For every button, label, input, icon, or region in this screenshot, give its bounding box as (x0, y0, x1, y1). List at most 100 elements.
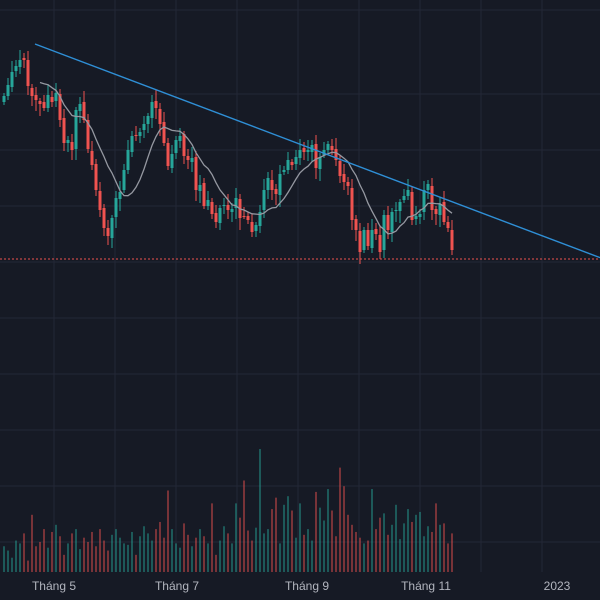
candle-body (306, 150, 310, 152)
volume-bar (363, 543, 365, 572)
candle-body (314, 144, 318, 168)
candle-body (106, 228, 110, 236)
volume-bar (387, 534, 389, 572)
volume-bar (179, 547, 181, 572)
volume-bar (63, 554, 65, 572)
overlay-layer (0, 43, 600, 260)
candle-body (14, 66, 18, 71)
volume-bar (199, 529, 201, 572)
volume-bar (343, 486, 345, 572)
candle-body (178, 136, 182, 141)
volume-bar (323, 520, 325, 572)
candle-body (346, 182, 350, 186)
volume-bar (119, 537, 121, 572)
candle-body (38, 101, 42, 104)
volume-bar (79, 549, 81, 572)
candle-body (54, 93, 58, 101)
candle-body (418, 214, 422, 217)
volume-bar (147, 533, 149, 572)
volume-bar (239, 517, 241, 572)
candle-body (198, 185, 202, 191)
candle-body (62, 118, 66, 143)
candle-body (46, 95, 50, 108)
volume-bar (307, 529, 309, 572)
volume-bar (435, 503, 437, 572)
volume-bar (383, 513, 385, 572)
candle-body (222, 205, 226, 206)
candle-body (18, 60, 22, 67)
volume-bar (223, 526, 225, 572)
candle-body (334, 149, 338, 160)
volume-bar (283, 504, 285, 572)
candle-body (374, 229, 378, 234)
volume-bar (111, 534, 113, 572)
candle-body (394, 210, 398, 211)
volume-bar (251, 540, 253, 572)
volume-bar (167, 490, 169, 572)
candle-body (282, 170, 286, 172)
volume-bar (127, 544, 129, 572)
candle-body (94, 164, 98, 190)
candle-body (434, 209, 438, 214)
candle-body (358, 231, 362, 252)
volume-bar (211, 503, 213, 572)
candle-body (234, 198, 238, 208)
volume-bar (311, 540, 313, 572)
volume-bar (379, 517, 381, 572)
candle-body (318, 157, 322, 169)
volume-bar (339, 467, 341, 572)
candle-body (206, 200, 210, 206)
volume-bar (247, 530, 249, 572)
volume-bar (107, 550, 109, 572)
candle-body (142, 124, 146, 130)
candle-body (26, 60, 30, 86)
candle-body (330, 146, 334, 150)
volume-bar (87, 541, 89, 572)
volume-bar (351, 524, 353, 572)
volume-bar (187, 534, 189, 572)
candle-body (430, 186, 434, 210)
candle-body (442, 202, 446, 222)
x-tick-label: Tháng 7 (155, 579, 199, 593)
volume-bar (235, 503, 237, 572)
volume-bar (439, 524, 441, 572)
candle-body (274, 189, 278, 194)
candle-body (382, 215, 386, 250)
candle-body (386, 215, 390, 230)
volume-bar (135, 554, 137, 572)
candle-body (98, 191, 102, 210)
candle-body (242, 216, 246, 217)
volume-bar (71, 533, 73, 572)
candle-body (286, 160, 290, 170)
candle-body (230, 209, 234, 212)
volume-bar (399, 539, 401, 572)
candle-body (226, 205, 230, 210)
volume-bar (407, 509, 409, 572)
volume-bar (23, 533, 25, 572)
candle-body (194, 157, 198, 190)
volume-bar (423, 536, 425, 572)
moving-average-line (39, 81, 453, 235)
volume-bar (99, 529, 101, 572)
candle-body (410, 192, 414, 220)
candle-body (2, 96, 6, 102)
volume-bar (331, 510, 333, 572)
volume-bar (267, 529, 269, 572)
volume-bar (131, 531, 133, 572)
volume-bar (287, 496, 289, 572)
candle-body (42, 102, 46, 108)
candle-body (50, 97, 54, 102)
candle-body (6, 85, 10, 96)
candle-body (170, 154, 174, 168)
volume-bar (151, 540, 153, 572)
candle-body (402, 196, 406, 200)
candle-body (58, 94, 62, 120)
volume-bar (227, 533, 229, 572)
volume-bar (95, 546, 97, 572)
candle-body (326, 144, 330, 150)
trend-line[interactable] (34, 43, 600, 259)
candle-body (154, 101, 158, 108)
candle-body (190, 158, 194, 162)
